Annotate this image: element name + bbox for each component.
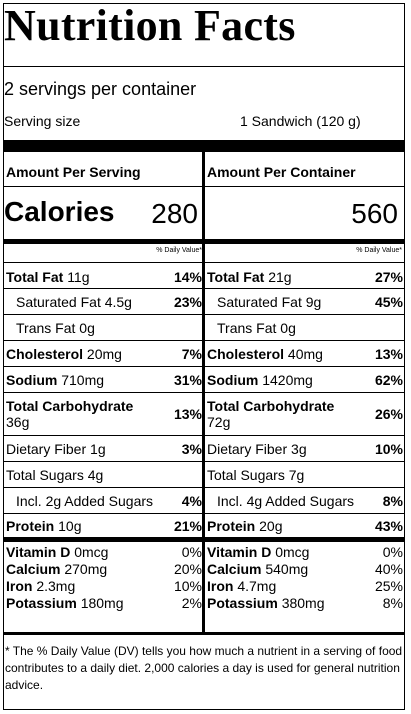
divider <box>4 262 404 263</box>
row-potassium-container: Potassium 380mg 8% <box>207 595 403 611</box>
row-trans-fat-container: Trans Fat 0g <box>217 320 296 336</box>
divider <box>205 288 404 289</box>
divider <box>4 435 202 436</box>
row-dietary-fiber-container: Dietary Fiber 3g 10% <box>207 441 403 457</box>
divider <box>205 487 404 488</box>
divider <box>205 314 404 315</box>
divider <box>205 392 404 393</box>
divider <box>4 340 202 341</box>
row-sodium: Sodium 710mg 31% <box>6 372 202 388</box>
divider <box>205 340 404 341</box>
row-trans-fat: Trans Fat 0g <box>16 320 95 336</box>
header-per-serving: Amount Per Serving <box>6 164 141 180</box>
row-cholesterol-container: Cholesterol 40mg 13% <box>207 346 403 362</box>
medium-divider <box>4 239 404 244</box>
row-iron-container: Iron 4.7mg 25% <box>207 578 403 594</box>
row-added-sugars-container: Incl. 4g Added Sugars 8% <box>217 493 403 509</box>
row-protein-container: Protein 20g 43% <box>207 518 403 534</box>
row-total-sugars: Total Sugars 4g <box>6 467 104 483</box>
calories-label: Calories <box>4 196 115 227</box>
serving-size-value: 1 Sandwich (120 g) <box>240 113 361 129</box>
row-dietary-fiber: Dietary Fiber 1g 3% <box>6 441 202 457</box>
divider <box>4 186 404 187</box>
row-total-carbohydrate: Total Carbohydrate 36g 13% <box>6 398 202 430</box>
row-saturated-fat-container: Saturated Fat 9g 45% <box>217 294 403 310</box>
thick-divider <box>4 140 404 152</box>
servings-per-container: 2 servings per container <box>4 79 197 99</box>
medium-divider <box>205 537 404 542</box>
row-potassium: Potassium 180mg 2% <box>6 595 202 611</box>
divider <box>4 392 202 393</box>
footer-divider <box>4 632 404 635</box>
row-vitamin-d: Vitamin D 0mcg 0% <box>6 544 202 560</box>
divider <box>205 461 404 462</box>
label-title: Nutrition Facts <box>4 1 296 50</box>
serving-size-label: Serving size <box>4 113 81 129</box>
row-saturated-fat: Saturated Fat 4.5g 23% <box>16 294 202 310</box>
calories-per-container: 560 <box>351 198 398 229</box>
row-total-fat: Total Fat 11g 14% <box>6 269 202 285</box>
row-sodium-container: Sodium 1420mg 62% <box>207 372 403 388</box>
divider <box>4 461 202 462</box>
row-total-carbohydrate-container: Total Carbohydrate 72g 26% <box>207 398 403 430</box>
divider <box>4 487 202 488</box>
divider <box>4 314 202 315</box>
divider <box>4 366 202 367</box>
row-cholesterol: Cholesterol 20mg 7% <box>6 346 202 362</box>
row-vitamin-d-container: Vitamin D 0mcg 0% <box>207 544 403 560</box>
column-divider <box>202 152 205 633</box>
row-total-sugars-container: Total Sugars 7g <box>207 467 305 483</box>
row-protein: Protein 10g 21% <box>6 518 202 534</box>
row-iron: Iron 2.3mg 10% <box>6 578 202 594</box>
row-calcium-container: Calcium 540mg 40% <box>207 561 403 577</box>
divider <box>205 366 404 367</box>
divider <box>4 66 404 67</box>
divider <box>205 435 404 436</box>
row-calcium: Calcium 270mg 20% <box>6 561 202 577</box>
header-per-container: Amount Per Container <box>207 164 356 180</box>
dv-heading-serving: % Daily Value* <box>156 247 202 254</box>
footnote: * The % Daily Value (DV) tells you how m… <box>5 644 403 692</box>
row-added-sugars: Incl. 2g Added Sugars 4% <box>16 493 202 509</box>
divider <box>4 288 202 289</box>
medium-divider <box>4 537 202 542</box>
calories-per-serving: 280 <box>151 198 198 229</box>
dv-heading-container: % Daily Value* <box>356 247 402 254</box>
divider <box>205 513 404 514</box>
row-total-fat-container: Total Fat 21g 27% <box>207 269 403 285</box>
divider <box>4 513 202 514</box>
